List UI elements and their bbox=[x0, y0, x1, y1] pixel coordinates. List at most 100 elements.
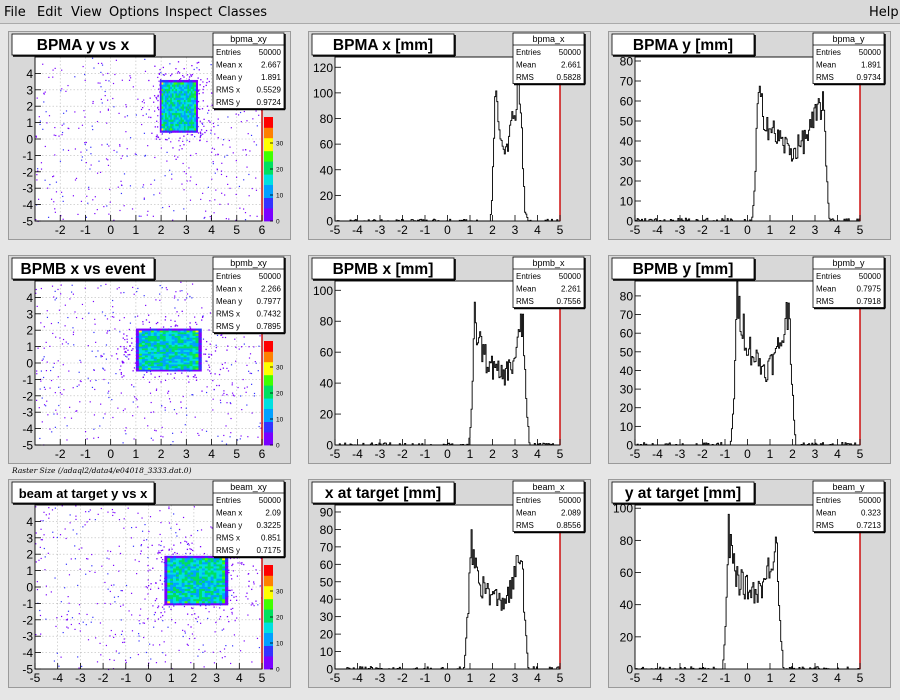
heatmap-cell bbox=[165, 106, 168, 109]
heatmap-cell bbox=[166, 160, 168, 162]
heatmap-cell bbox=[46, 122, 48, 124]
pad-bpma-x[interactable]: -5 -4 -3 -2 -1 0 1 2 3 4 5 0 20 40 60 80 100 120 BPMA x [m… bbox=[308, 31, 591, 240]
heatmap-cell bbox=[153, 333, 158, 336]
heatmap-cell bbox=[201, 568, 206, 571]
heatmap-cell bbox=[183, 335, 187, 338]
menu-options[interactable]: Options bbox=[109, 5, 160, 20]
x-tick-label: -2 bbox=[697, 223, 708, 237]
color-scale-segment bbox=[264, 645, 273, 649]
color-scale-segment bbox=[264, 361, 273, 365]
color-scale-segment bbox=[264, 351, 273, 355]
heatmap-cell bbox=[164, 594, 168, 598]
heatmap-cell bbox=[198, 353, 202, 356]
heatmap-cell bbox=[180, 121, 183, 124]
heatmap-cell bbox=[213, 600, 217, 604]
heatmap-cell bbox=[211, 151, 213, 153]
heatmap-cell bbox=[162, 342, 166, 345]
heatmap-cell bbox=[179, 290, 181, 292]
heatmap-cell bbox=[99, 622, 102, 624]
heatmap-cell bbox=[192, 101, 195, 105]
stats-box bbox=[512, 32, 585, 84]
heatmap-cell bbox=[171, 128, 174, 131]
heatmap-cell bbox=[96, 603, 98, 605]
heatmap-cell bbox=[171, 344, 175, 347]
heatmap-cell bbox=[195, 93, 198, 96]
heatmap-cell bbox=[159, 510, 161, 512]
heatmap-cell bbox=[165, 125, 168, 129]
heatmap-cell bbox=[93, 67, 95, 69]
heatmap-cell bbox=[162, 365, 166, 368]
heatmap-cell bbox=[188, 167, 190, 169]
menu-edit[interactable]: Edit bbox=[37, 5, 63, 20]
pad-beam-xy[interactable]: 0 10 20 30 -5 -4 -3 -2 -1 0 1 2 3 4 5 -5 -4 -3 -2 -1 0 1 2 3 4 be… bbox=[8, 479, 291, 688]
heatmap-cell bbox=[189, 199, 192, 201]
heatmap-cell bbox=[113, 659, 115, 661]
heatmap-cell bbox=[168, 88, 171, 92]
heatmap-cell bbox=[195, 97, 198, 100]
heatmap-cell bbox=[68, 127, 70, 130]
pad-bpmb-x[interactable]: -5 -4 -3 -2 -1 0 1 2 3 4 5 0 20 40 60 80 100 BPMB x [mm] b… bbox=[308, 255, 591, 464]
heatmap-cell bbox=[254, 360, 256, 363]
heatmap-cell bbox=[201, 307, 203, 309]
heatmap-cell bbox=[225, 600, 229, 604]
stats-value: 0.9724 bbox=[257, 98, 282, 107]
histogram-line bbox=[634, 85, 861, 222]
heatmap-cell bbox=[212, 398, 214, 400]
stats-label: RMS x bbox=[216, 86, 240, 95]
heatmap-cell bbox=[161, 130, 164, 133]
heatmap-cell bbox=[190, 592, 194, 596]
menu-inspect[interactable]: Inspect bbox=[165, 5, 213, 20]
heatmap-cell bbox=[171, 101, 174, 105]
heatmap-cell bbox=[198, 333, 202, 336]
heatmap-cell bbox=[193, 596, 197, 600]
heatmap-cell bbox=[106, 205, 108, 207]
heatmap-cell bbox=[163, 119, 166, 122]
heatmap-cell bbox=[256, 215, 258, 217]
heatmap-cell bbox=[161, 583, 163, 585]
pad-bpma-xy[interactable]: 0 10 20 30 -2 -1 0 1 2 3 4 5 6 -5 -4 -3 -2 -1 0 1 2 3 4 BPMA y … bbox=[8, 31, 291, 240]
pad-beam-x[interactable]: -5 -4 -3 -2 -1 0 1 2 3 4 5 0 10 20 30 40 50 60 70 80 90 x at … bbox=[308, 479, 591, 688]
heatmap-cell bbox=[142, 376, 145, 378]
heatmap-cell bbox=[180, 84, 183, 87]
heatmap-cell bbox=[167, 590, 171, 594]
pad-bpmb-y[interactable]: -5 -4 -3 -2 -1 0 1 2 3 4 5 0 10 20 30 40 50 60 70 80 BPMB y … bbox=[608, 255, 891, 464]
heatmap-cell bbox=[135, 397, 137, 400]
heatmap-cell bbox=[137, 98, 139, 100]
x-tick-label: 2 bbox=[158, 223, 165, 237]
heatmap-cell bbox=[165, 348, 169, 351]
pad-beam-y[interactable]: -5 -4 -3 -2 -1 0 1 2 3 4 5 0 20 40 60 80 100 y at target … bbox=[608, 479, 891, 688]
heatmap-cell bbox=[154, 65, 156, 67]
heatmap-cell bbox=[116, 358, 119, 360]
menu-view[interactable]: View bbox=[71, 5, 102, 20]
heatmap-cell bbox=[132, 545, 135, 547]
heatmap-cell bbox=[120, 633, 123, 636]
heatmap-cell bbox=[253, 605, 255, 607]
heatmap-cell bbox=[216, 590, 220, 594]
heatmap-cell bbox=[70, 417, 73, 419]
heatmap-cell bbox=[156, 367, 161, 370]
heatmap-cell bbox=[35, 532, 37, 534]
menu-help[interactable]: Help bbox=[869, 5, 899, 20]
heatmap-cell bbox=[165, 346, 169, 349]
color-scale-segment bbox=[264, 187, 273, 191]
heatmap-cell bbox=[160, 556, 162, 559]
heatmap-cell bbox=[192, 362, 196, 365]
heatmap-cell bbox=[183, 351, 187, 354]
menu-classes[interactable]: Classes bbox=[218, 5, 267, 20]
x-tick-label: 5 bbox=[557, 671, 564, 685]
heatmap-cell bbox=[165, 88, 168, 92]
heatmap-cell bbox=[159, 125, 162, 129]
pad-bpmb-xy[interactable]: 0 10 20 30 -2 -1 0 1 2 3 4 5 6 -5 -4 -3 -2 -1 0 1 2 3 4 BPMB x … bbox=[8, 255, 291, 464]
heatmap-cell bbox=[138, 337, 143, 340]
pad-bpma-y[interactable]: -5 -4 -3 -2 -1 0 1 2 3 4 5 0 10 20 30 40 50 60 70 80 BPMA y … bbox=[608, 31, 891, 240]
menu-file[interactable]: File bbox=[4, 5, 26, 20]
heatmap-cell bbox=[147, 335, 152, 338]
heatmap-cell bbox=[50, 591, 52, 593]
color-scale-segment bbox=[264, 619, 273, 623]
heatmap-cell bbox=[150, 411, 152, 414]
heatmap-cell bbox=[187, 578, 191, 581]
heatmap-cell bbox=[175, 82, 178, 85]
heatmap-cell bbox=[167, 580, 171, 583]
heatmap-cell bbox=[219, 557, 223, 561]
heatmap-cell bbox=[177, 356, 181, 360]
